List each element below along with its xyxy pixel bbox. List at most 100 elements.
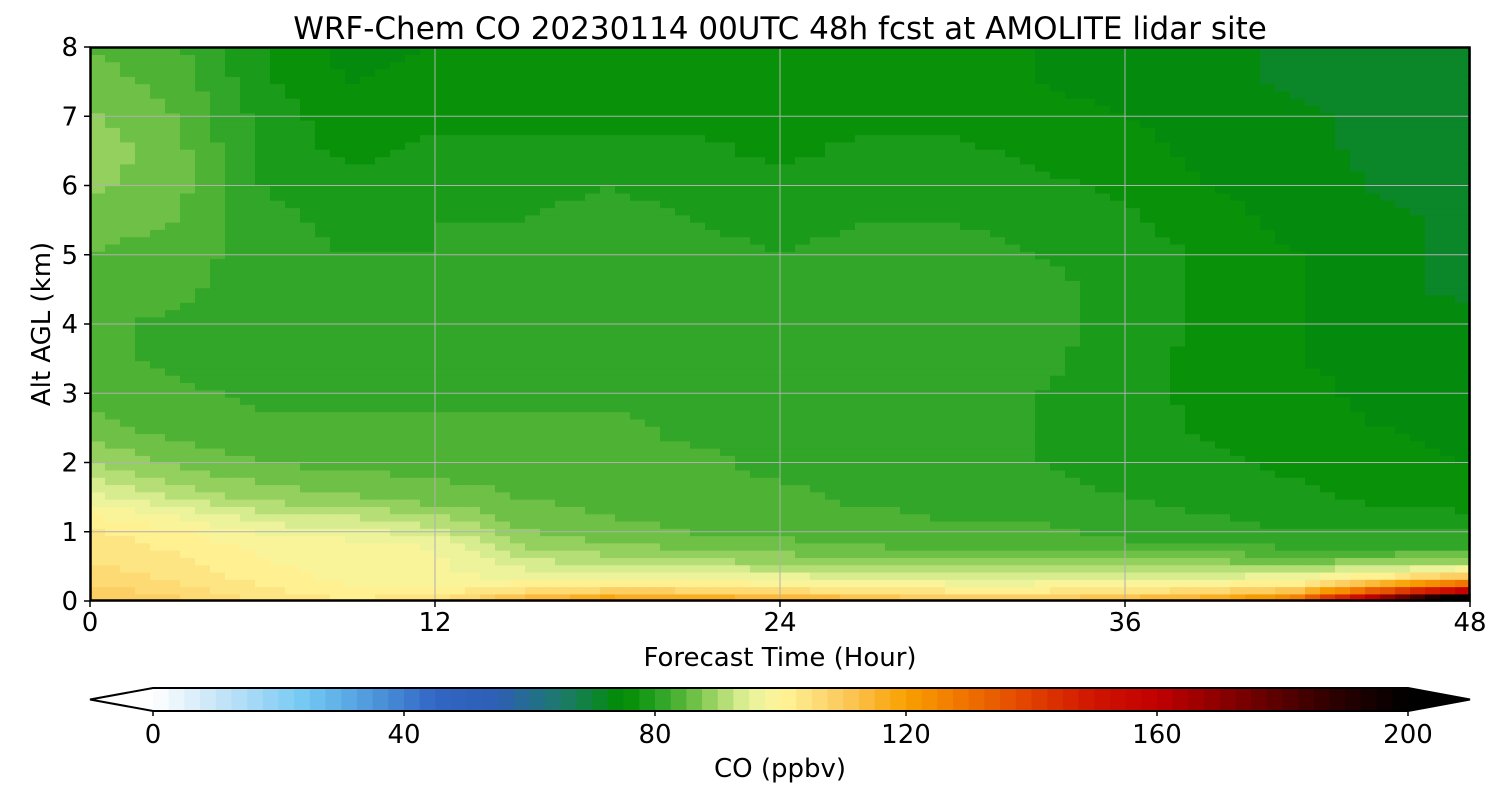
- contour-cell: [975, 324, 991, 332]
- contour-cell: [960, 382, 976, 391]
- contour-cell: [1050, 484, 1066, 493]
- contour-cell: [1035, 440, 1051, 449]
- contour-cell: [795, 338, 811, 347]
- contour-cell: [645, 309, 661, 318]
- contour-cell: [360, 447, 376, 456]
- contour-cell: [375, 477, 391, 486]
- contour-cell: [525, 571, 541, 580]
- contour-cell: [1245, 433, 1261, 442]
- contour-cell: [1320, 469, 1336, 478]
- contour-cell: [945, 236, 961, 245]
- contour-cell: [105, 294, 121, 303]
- contour-cell: [1050, 221, 1066, 230]
- contour-cell: [750, 243, 766, 252]
- contour-cell: [1005, 382, 1021, 391]
- contour-cell: [1200, 309, 1216, 318]
- contour-cell: [1260, 302, 1276, 311]
- contour-cell: [405, 302, 421, 311]
- contour-cell: [1245, 586, 1261, 595]
- contour-cell: [885, 571, 901, 580]
- contour-cell: [195, 207, 211, 216]
- contour-cell: [345, 447, 361, 456]
- contour-cell: [1365, 520, 1381, 529]
- contour-cell: [1245, 542, 1261, 551]
- contour-cell: [570, 243, 586, 252]
- contour-cell: [1215, 265, 1231, 274]
- contour-cell: [690, 207, 706, 216]
- contour-cell: [480, 375, 496, 384]
- contour-cell: [240, 258, 256, 267]
- contour-cell: [780, 353, 796, 362]
- contour-cell: [150, 258, 166, 267]
- contour-cell: [1440, 491, 1456, 500]
- contour-cell: [1050, 382, 1066, 391]
- contour-cell: [195, 294, 211, 303]
- contour-cell: [1065, 491, 1081, 500]
- contour-cell: [885, 367, 901, 376]
- contour-cell: [1440, 316, 1456, 325]
- contour-cell: [135, 586, 151, 595]
- contour-cell: [165, 484, 181, 493]
- contour-cell: [945, 411, 961, 420]
- contour-cell: [735, 549, 751, 558]
- contour-cell: [105, 404, 121, 413]
- contour-cell: [420, 367, 436, 376]
- contour-cell: [315, 243, 331, 252]
- contour-cell: [195, 309, 211, 318]
- contour-cell: [1365, 338, 1381, 347]
- contour-cell: [945, 396, 961, 405]
- contour-cell: [780, 207, 796, 216]
- contour-cell: [1245, 411, 1261, 420]
- contour-cell: [675, 280, 691, 289]
- contour-cell: [1455, 557, 1471, 566]
- contour-cell: [930, 229, 946, 238]
- contour-cell: [1155, 258, 1171, 267]
- contour-cell: [1215, 309, 1231, 318]
- contour-cell: [1410, 396, 1426, 405]
- contour-cell: [1050, 207, 1066, 216]
- contour-cell: [195, 375, 211, 384]
- contour-cell: [1365, 382, 1381, 391]
- contour-cell: [840, 506, 856, 515]
- contour-cell: [855, 586, 871, 595]
- contour-cell: [105, 265, 121, 274]
- contour-cell: [1275, 272, 1291, 281]
- contour-cell: [840, 462, 856, 471]
- contour-cell: [705, 447, 721, 456]
- contour-cell: [1395, 462, 1411, 471]
- contour-cell: [90, 491, 106, 500]
- contour-cell: [630, 447, 646, 456]
- contour-cell: [900, 455, 916, 464]
- contour-cell: [330, 506, 346, 515]
- contour-cell: [285, 469, 301, 478]
- contour-cell: [180, 433, 196, 442]
- contour-cell: [240, 469, 256, 478]
- contour-cell: [855, 331, 871, 340]
- contour-cell: [930, 360, 946, 369]
- contour-cell: [1065, 513, 1081, 522]
- contour-cell: [1020, 382, 1036, 391]
- contour-cell: [645, 236, 661, 245]
- contour-cell: [405, 586, 421, 595]
- contour-cell: [480, 309, 496, 318]
- contour-cell: [465, 477, 481, 486]
- contour-cell: [1200, 287, 1216, 296]
- contour-cell: [225, 243, 241, 252]
- contour-cell: [1170, 418, 1186, 427]
- contour-cell: [1230, 426, 1246, 435]
- contour-cell: [270, 426, 286, 435]
- contour-cell: [585, 593, 601, 602]
- contour-cell: [615, 506, 631, 515]
- contour-cell: [1035, 520, 1051, 529]
- contour-cell: [1170, 411, 1186, 420]
- contour-cell: [750, 469, 766, 478]
- contour-cell: [300, 258, 316, 267]
- contour-cell: [225, 542, 241, 551]
- contour-cell: [1275, 520, 1291, 529]
- contour-cell: [990, 272, 1006, 281]
- contour-cell: [1215, 462, 1231, 471]
- contour-cell: [90, 353, 106, 362]
- contour-cell: [1260, 294, 1276, 303]
- contour-cell: [285, 316, 301, 325]
- contour-cell: [330, 294, 346, 303]
